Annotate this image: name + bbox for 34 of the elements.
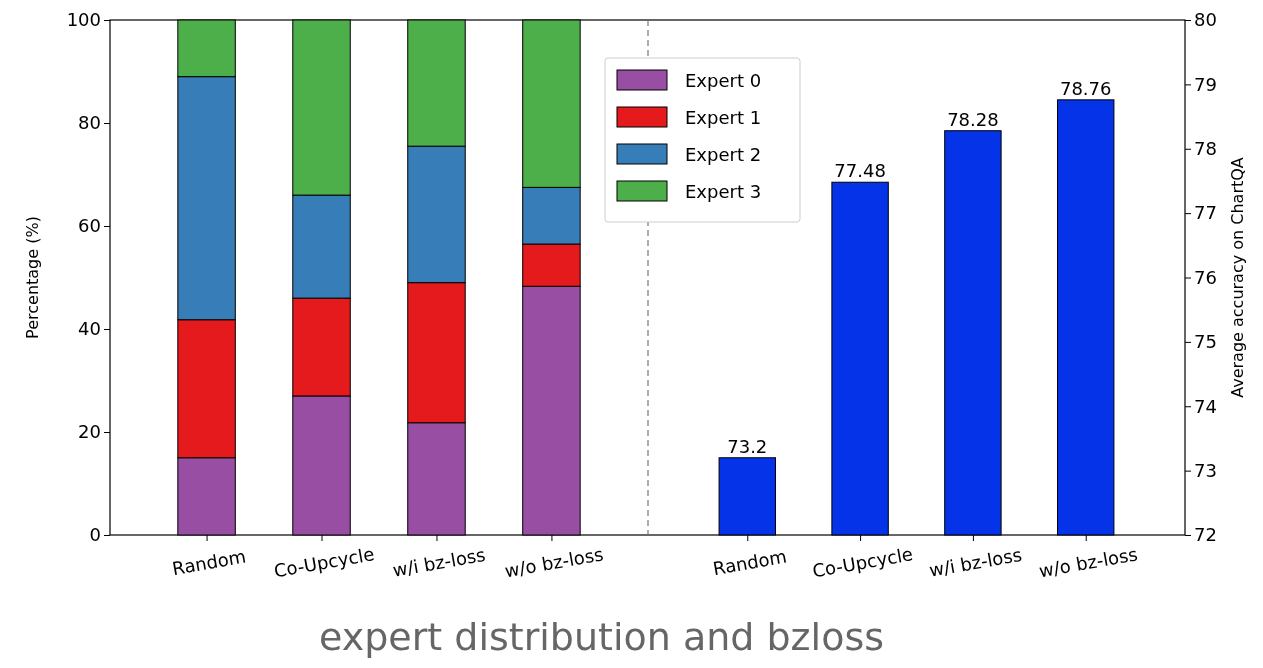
y-tick-label: 100 (66, 9, 101, 31)
y2-tick-label: 75 (1194, 331, 1217, 353)
y2-axis-title: Average accuracy on ChartQA (1228, 157, 1247, 398)
x-tick-label: Random (711, 545, 789, 580)
x-tick-label: w/i bz-loss (391, 543, 487, 581)
x-tick-label: w/o bz-loss (1037, 543, 1140, 582)
data-label: 73.2 (727, 435, 768, 457)
y-tick-label: 80 (78, 112, 101, 134)
legend-label: Expert 1 (685, 107, 762, 128)
data-label: 78.28 (947, 108, 999, 130)
y-axis-title: Percentage (%) (23, 216, 42, 339)
y2-tick-label: 77 (1194, 202, 1217, 224)
x-tick-label: Random (170, 545, 248, 580)
text: expert distribution and bzloss (319, 615, 884, 659)
data-label: 77.48 (834, 160, 886, 182)
data-label: 78.76 (1059, 77, 1112, 99)
legend-label: Expert 3 (685, 181, 762, 202)
legend-label: Expert 2 (685, 144, 762, 165)
x-tick-label: w/o bz-loss (503, 543, 605, 582)
y-tick-label: 60 (78, 215, 101, 237)
y-tick-label: 20 (78, 421, 101, 443)
y-tick-label: 0 (89, 524, 101, 546)
x-tick-label: Co-Upcycle (810, 543, 915, 582)
y2-tick-label: 76 (1194, 266, 1217, 288)
y2-tick-label: 73 (1194, 459, 1217, 481)
y2-tick-label: 80 (1194, 9, 1217, 31)
x-tick-label: w/i bz-loss (927, 543, 1024, 581)
y2-tick-label: 72 (1194, 524, 1217, 546)
legend-label: Expert 0 (685, 70, 762, 91)
y2-tick-label: 74 (1194, 395, 1217, 417)
x-tick-label: Co-Upcycle (272, 543, 376, 582)
y-tick-label: 40 (78, 318, 101, 340)
y2-tick-label: 79 (1194, 73, 1217, 95)
y2-tick-label: 78 (1194, 138, 1217, 160)
